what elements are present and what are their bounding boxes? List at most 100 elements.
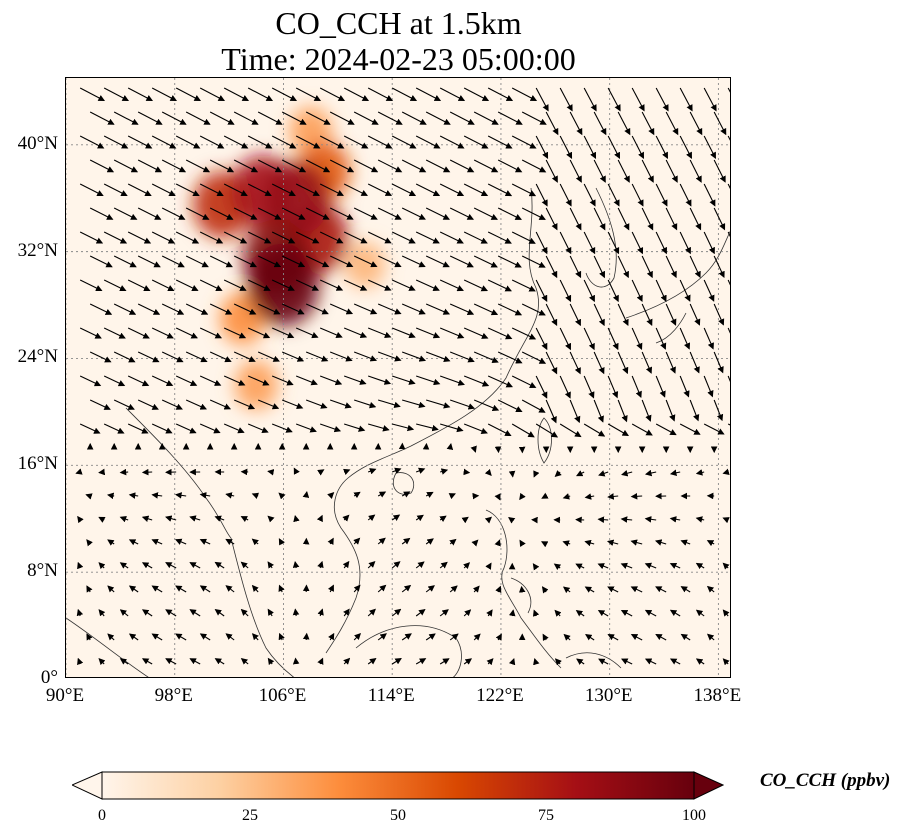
wind-arrow: [119, 562, 129, 569]
wind-arrow: [584, 539, 595, 547]
wind-arrow: [233, 303, 257, 315]
wind-arrow: [463, 375, 490, 387]
wind-arrow: [199, 633, 211, 641]
wind-arrow: [727, 135, 730, 141]
wind-arrow: [607, 327, 619, 351]
wind-arrow: [535, 423, 559, 438]
colorbar-tick-label: 75: [538, 807, 554, 824]
wind-arrow: [161, 159, 187, 173]
wind-arrow: [281, 303, 305, 315]
wind-arrow: [278, 632, 285, 641]
wind-arrow: [271, 375, 294, 386]
wind-arrow: [487, 135, 513, 149]
wind-arrow: [165, 609, 177, 617]
wind-arrow: [655, 327, 667, 350]
wind-arrow: [532, 563, 540, 571]
wind-arrow: [141, 658, 153, 665]
wind-arrow: [448, 493, 456, 500]
wind-arrow: [554, 470, 562, 477]
wind-arrow: [391, 658, 402, 665]
colorbar-tick-label: 25: [242, 807, 258, 824]
wind-arrow: [508, 516, 516, 524]
lat-tick-label: 40°N: [17, 132, 58, 154]
wind-arrow: [327, 584, 334, 593]
wind-arrow: [440, 468, 449, 475]
wind-arrow: [199, 327, 223, 339]
wind-arrow: [214, 658, 225, 665]
wind-arrow: [295, 327, 319, 339]
wind-arrow: [463, 658, 473, 665]
wind-arrow: [257, 351, 280, 362]
wind-arrow: [713, 303, 725, 326]
wind-arrow: [575, 563, 585, 570]
wind-arrow: [487, 231, 512, 244]
wind-arrow: [644, 658, 657, 665]
wind-arrow: [497, 111, 523, 125]
wind-arrow: [631, 183, 644, 207]
wind-arrow: [521, 207, 546, 220]
wind-arrow: [583, 231, 596, 255]
wind-arrow: [559, 87, 573, 112]
wind-arrow: [583, 327, 595, 351]
wind-arrow: [439, 279, 464, 292]
wind-arrow: [165, 515, 177, 522]
wind-vectors: [75, 87, 730, 666]
wind-arrow: [305, 351, 329, 362]
wind-arrow: [620, 610, 633, 617]
wind-arrow: [292, 560, 300, 569]
wind-arrow: [665, 159, 678, 183]
wind-arrow: [292, 657, 300, 665]
wind-arrow: [316, 514, 323, 523]
wind-arrow: [511, 327, 537, 340]
wind-arrow: [401, 159, 427, 173]
wind-arrow: [401, 303, 426, 315]
wind-arrow: [644, 609, 657, 617]
lon-tick-label: 98°E: [154, 685, 193, 706]
wind-arrow: [77, 561, 84, 570]
wind-arrow: [175, 492, 187, 499]
wind-arrow: [727, 423, 730, 426]
wind-arrow: [449, 303, 475, 315]
wind-arrow: [327, 537, 334, 546]
wind-arrow: [391, 561, 401, 569]
wind-arrow: [425, 633, 436, 641]
wind-arrow: [209, 255, 233, 268]
wind-arrow: [415, 561, 425, 569]
wind-arrow: [470, 445, 477, 453]
wind-arrow: [655, 87, 669, 112]
wind-arrow: [329, 351, 353, 362]
wind-arrow: [391, 279, 416, 291]
wind-arrow: [189, 515, 201, 522]
wind-arrow: [103, 327, 126, 339]
wind-arrow: [545, 207, 558, 231]
wind-arrow: [98, 658, 106, 666]
colorbar-label: CO_CCH (ppbv): [760, 770, 891, 791]
wind-arrow: [240, 516, 249, 523]
wind-arrow: [223, 279, 247, 291]
wind-arrow: [641, 255, 653, 279]
wind-arrow: [559, 423, 582, 438]
wind-arrow: [281, 351, 305, 362]
wind-arrow: [727, 231, 730, 238]
wind-arrow: [367, 657, 377, 665]
wind-arrow: [655, 135, 668, 160]
wind-arrow: [545, 159, 558, 183]
wind-arrow: [497, 159, 523, 173]
wind-arrow: [329, 111, 355, 125]
wind-arrow: [722, 658, 730, 666]
wind-arrow: [161, 399, 183, 410]
wind-arrow: [679, 279, 691, 302]
wind-arrow: [463, 231, 488, 244]
wind-arrow: [247, 231, 272, 244]
wind-arrow: [233, 255, 257, 268]
wind-arrow: [79, 279, 103, 292]
wind-arrow: [511, 231, 536, 244]
wind-arrow: [449, 585, 458, 593]
wind-arrow: [508, 657, 516, 666]
wind-arrow: [562, 540, 571, 547]
wind-arrow: [680, 586, 691, 593]
wind-arrow: [353, 303, 378, 315]
wind-arrow: [487, 327, 513, 340]
wind-arrow: [295, 231, 320, 244]
wind-arrow: [607, 493, 619, 500]
